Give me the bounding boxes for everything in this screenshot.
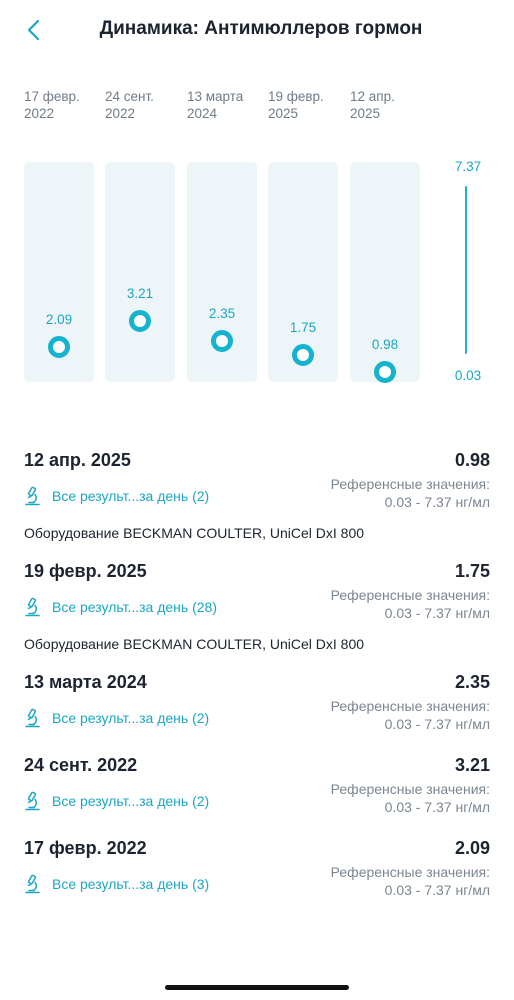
result-value: 1.75 bbox=[454, 561, 490, 581]
column-date-day: 24 сент. bbox=[105, 89, 154, 104]
reference-values: Референсные значения: 0.03 - 7.37 нг/мл bbox=[331, 863, 490, 899]
chart-point-value: 2.09 bbox=[45, 311, 73, 327]
all-results-label: Все результ...за день (2) bbox=[52, 488, 210, 504]
chart-point-value: 2.35 bbox=[208, 305, 236, 321]
reference-title: Референсные значения: bbox=[330, 864, 490, 880]
reference-title: Референсные значения: bbox=[330, 698, 490, 714]
column-date-label: 19 февр. 2025 bbox=[268, 88, 348, 122]
result-entry: 24 сент. 2022 3.21 Все результ...за день (… bbox=[0, 755, 514, 816]
result-entry: 17 февр. 2022 2.09 Все результ...за день (… bbox=[0, 838, 514, 899]
column-date-year: 2025 bbox=[350, 106, 381, 121]
column-date-year: 2022 bbox=[24, 106, 55, 121]
microscope-icon bbox=[25, 597, 40, 617]
chart-point-value: 0.98 bbox=[371, 337, 399, 353]
all-results-label: Все результ...за день (3) bbox=[52, 876, 210, 892]
microscope-icon bbox=[25, 791, 40, 811]
reference-range: 0.03 - 7.37 нг/мл bbox=[384, 799, 490, 815]
chevron-left-icon bbox=[27, 19, 40, 41]
chart-point[interactable] bbox=[374, 361, 396, 384]
result-value: 2.35 bbox=[454, 672, 490, 692]
column-date-day: 17 февр. bbox=[24, 89, 80, 104]
all-results-label: Все результ...за день (2) bbox=[52, 710, 210, 726]
reference-title: Референсные значения: bbox=[330, 587, 490, 603]
reference-range: 0.03 - 7.37 нг/мл bbox=[384, 605, 490, 621]
chart-column[interactable] bbox=[350, 162, 420, 382]
all-results-link[interactable]: Все результ...за день (2) bbox=[24, 786, 209, 816]
results-list: 12 апр. 2025 0.98 Все результ...за день (2… bbox=[0, 440, 514, 899]
column-date-day: 13 марта bbox=[187, 89, 244, 104]
all-results-link[interactable]: Все результ...за день (3) bbox=[24, 869, 209, 899]
all-results-link[interactable]: Все результ...за день (2) bbox=[24, 703, 209, 733]
scale-min-label: 0.03 bbox=[454, 368, 482, 383]
result-value: 3.21 bbox=[454, 755, 490, 775]
chart-point[interactable] bbox=[292, 343, 314, 366]
reference-values: Референсные значения: 0.03 - 7.37 нг/мл bbox=[331, 780, 490, 816]
result-date: 13 марта 2024 bbox=[24, 672, 147, 692]
header: Динамика: Антимюллеров гормон bbox=[0, 0, 514, 60]
result-date: 12 апр. 2025 bbox=[24, 450, 131, 470]
reference-values: Референсные значения: 0.03 - 7.37 нг/мл bbox=[331, 475, 490, 511]
all-results-label: Все результ...за день (2) bbox=[52, 793, 210, 809]
all-results-link[interactable]: Все результ...за день (2) bbox=[24, 481, 209, 511]
column-date-year: 2022 bbox=[105, 106, 136, 121]
dynamics-chart: 17 февр. 2022 2.09 24 сент. 2022 3.21 13 марта… bbox=[0, 80, 514, 390]
result-date: 19 февр. 2025 bbox=[24, 561, 147, 581]
chart-point[interactable] bbox=[48, 335, 70, 358]
result-date: 24 сент. 2022 bbox=[24, 755, 138, 775]
reference-title: Референсные значения: bbox=[330, 781, 490, 797]
column-date-day: 12 апр. bbox=[350, 89, 395, 104]
home-indicator bbox=[165, 985, 349, 990]
chart-point-value: 1.75 bbox=[289, 319, 317, 335]
all-results-label: Все результ...за день (28) bbox=[52, 599, 217, 615]
chart-point[interactable] bbox=[129, 310, 151, 333]
equipment-info: Оборудование BECKMAN COULTER, UniCel DxI… bbox=[24, 525, 365, 541]
all-results-link[interactable]: Все результ...за день (28) bbox=[24, 592, 217, 622]
reference-values: Референсные значения: 0.03 - 7.37 нг/мл bbox=[331, 586, 490, 622]
result-entry: 13 марта 2024 2.35 Все результ...за день (… bbox=[0, 672, 514, 733]
chart-point-value: 3.21 bbox=[126, 286, 154, 302]
result-date: 17 февр. 2022 bbox=[24, 838, 147, 858]
reference-title: Референсные значения: bbox=[330, 476, 490, 492]
scale-bar bbox=[465, 186, 467, 354]
back-button[interactable] bbox=[20, 16, 48, 44]
scale-max-label: 7.37 bbox=[454, 159, 482, 174]
reference-range: 0.03 - 7.37 нг/мл bbox=[384, 494, 490, 510]
column-date-year: 2024 bbox=[187, 106, 218, 121]
reference-range: 0.03 - 7.37 нг/мл bbox=[384, 882, 490, 898]
result-value: 0.98 bbox=[454, 450, 490, 470]
result-value: 2.09 bbox=[454, 838, 490, 858]
chart-column[interactable] bbox=[105, 162, 175, 382]
column-date-label: 12 апр. 2025 bbox=[350, 88, 430, 122]
page-title: Динамика: Антимюллеров гормон bbox=[99, 18, 423, 39]
column-date-label: 17 февр. 2022 bbox=[24, 88, 104, 122]
column-date-label: 13 марта 2024 bbox=[187, 88, 267, 122]
microscope-icon bbox=[25, 486, 40, 506]
column-date-label: 24 сент. 2022 bbox=[105, 88, 185, 122]
chart-point[interactable] bbox=[211, 329, 233, 352]
equipment-info: Оборудование BECKMAN COULTER, UniCel DxI… bbox=[24, 636, 365, 652]
result-entry: 12 апр. 2025 0.98 Все результ...за день (2… bbox=[0, 450, 514, 541]
column-date-day: 19 февр. bbox=[268, 89, 324, 104]
result-entry: 19 февр. 2025 1.75 Все результ...за день (… bbox=[0, 561, 514, 652]
reference-range: 0.03 - 7.37 нг/мл bbox=[384, 716, 490, 732]
microscope-icon bbox=[25, 874, 40, 894]
column-date-year: 2025 bbox=[268, 106, 299, 121]
microscope-icon bbox=[25, 708, 40, 728]
reference-values: Референсные значения: 0.03 - 7.37 нг/мл bbox=[331, 697, 490, 733]
